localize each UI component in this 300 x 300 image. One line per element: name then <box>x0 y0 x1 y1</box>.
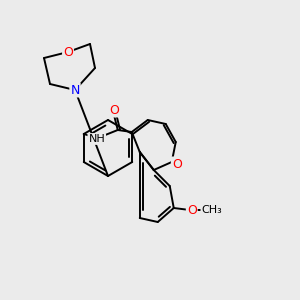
Text: O: O <box>187 203 197 217</box>
Text: N: N <box>70 83 80 97</box>
Text: CH₃: CH₃ <box>201 205 222 215</box>
Text: NH: NH <box>88 134 105 144</box>
Text: O: O <box>109 103 119 116</box>
Text: O: O <box>172 158 182 170</box>
Text: O: O <box>63 46 73 59</box>
